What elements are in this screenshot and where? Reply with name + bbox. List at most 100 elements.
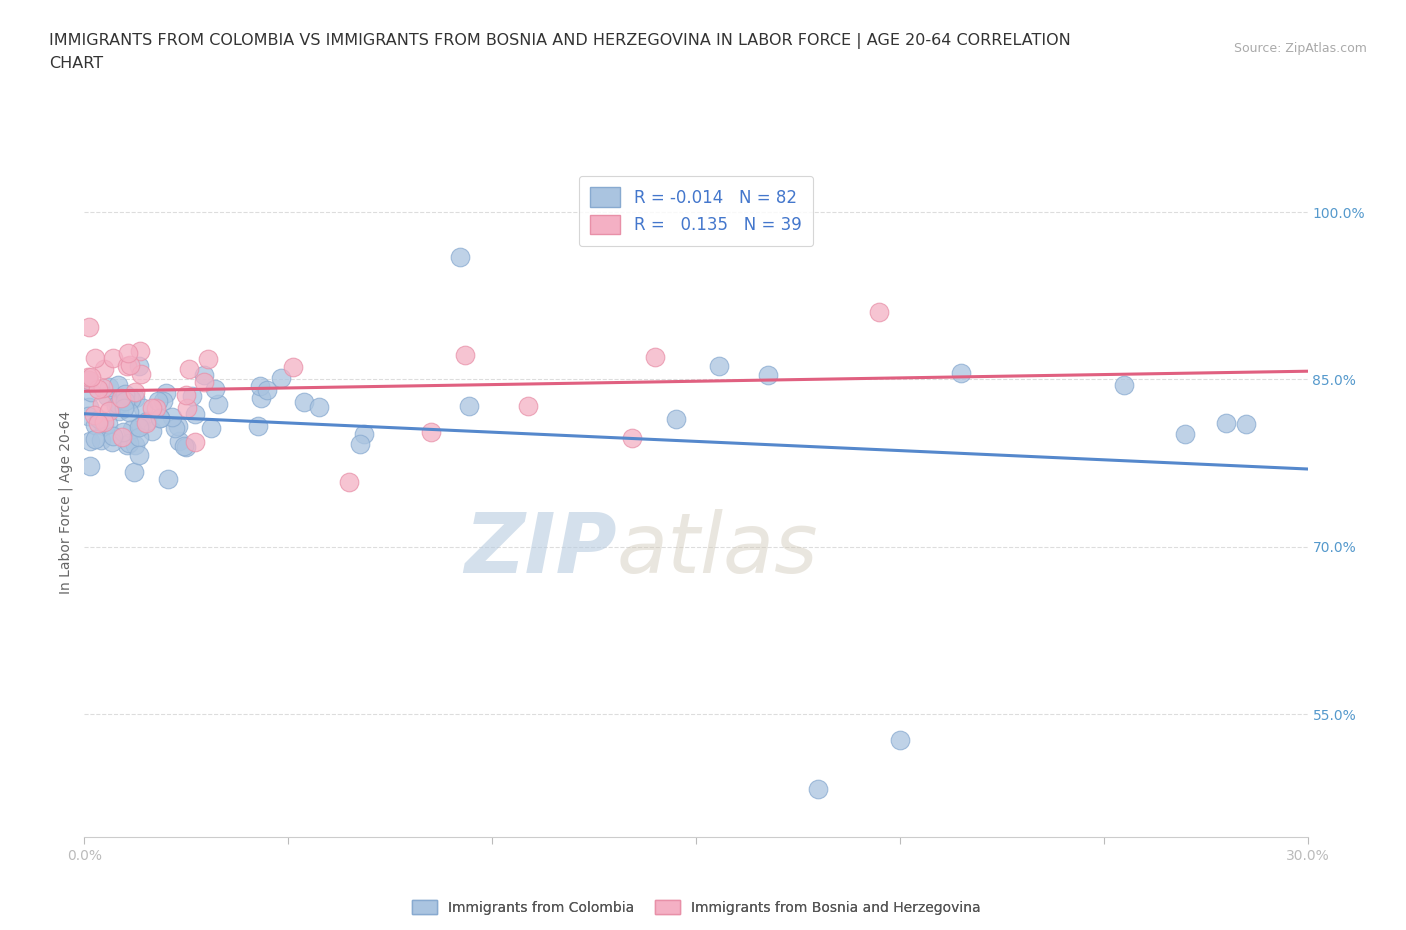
Point — [1174, 427, 1197, 442]
Point — [121, 422, 143, 437]
Point — [517, 398, 540, 413]
Point — [91, 380, 114, 395]
Point — [1234, 417, 1257, 432]
Point — [98, 379, 121, 394]
Point — [117, 390, 139, 405]
Point — [129, 366, 152, 381]
Point — [87, 416, 110, 431]
Point — [1114, 378, 1136, 392]
Point — [112, 425, 135, 440]
Point — [101, 351, 124, 365]
Point — [160, 410, 183, 425]
Point — [124, 390, 146, 405]
Point — [91, 415, 114, 430]
Point — [79, 320, 101, 335]
Point — [112, 400, 135, 415]
Point — [118, 405, 141, 419]
Point — [111, 430, 134, 445]
Point — [122, 464, 145, 479]
Point — [93, 362, 115, 377]
Point — [166, 418, 188, 433]
Point — [180, 389, 202, 404]
Point — [129, 343, 152, 358]
Point — [105, 399, 128, 414]
Point — [101, 429, 124, 444]
Point — [128, 430, 150, 445]
Point — [353, 427, 375, 442]
Point — [135, 415, 157, 430]
Point — [256, 383, 278, 398]
Point — [197, 352, 219, 366]
Point — [177, 362, 200, 377]
Legend: Immigrants from Colombia, Immigrants from Bosnia and Herzegovina: Immigrants from Colombia, Immigrants fro… — [406, 894, 986, 920]
Point — [141, 423, 163, 438]
Point — [339, 474, 360, 489]
Text: CHART: CHART — [49, 56, 103, 71]
Point — [869, 305, 891, 320]
Point — [283, 360, 305, 375]
Point — [270, 370, 292, 385]
Point — [707, 359, 730, 374]
Point — [117, 346, 139, 361]
Point — [193, 368, 215, 383]
Point — [176, 400, 198, 415]
Point — [449, 249, 471, 264]
Point — [108, 397, 131, 412]
Point — [165, 420, 187, 435]
Point — [90, 432, 112, 447]
Point — [184, 406, 207, 421]
Point — [115, 437, 138, 452]
Point — [132, 401, 155, 416]
Point — [193, 375, 215, 390]
Point — [117, 435, 139, 450]
Point — [308, 400, 330, 415]
Point — [173, 439, 195, 454]
Text: Source: ZipAtlas.com: Source: ZipAtlas.com — [1233, 42, 1367, 55]
Point — [950, 365, 973, 380]
Point — [156, 472, 179, 486]
Point — [458, 398, 481, 413]
Point — [115, 359, 138, 374]
Point — [420, 425, 443, 440]
Point — [83, 407, 105, 422]
Point — [644, 350, 666, 365]
Point — [80, 384, 103, 399]
Point — [155, 386, 177, 401]
Point — [454, 348, 477, 363]
Point — [101, 434, 124, 449]
Point — [167, 434, 190, 449]
Point — [96, 389, 118, 404]
Point — [77, 372, 100, 387]
Point — [114, 387, 136, 402]
Point — [97, 404, 120, 418]
Point — [294, 394, 316, 409]
Point — [249, 391, 271, 405]
Point — [124, 385, 146, 400]
Point — [77, 372, 100, 387]
Point — [128, 419, 150, 434]
Point — [93, 418, 115, 433]
Point — [83, 418, 105, 432]
Point — [174, 388, 197, 403]
Point — [148, 393, 170, 408]
Point — [77, 369, 100, 384]
Point — [91, 397, 114, 412]
Point — [349, 436, 371, 451]
Point — [107, 396, 129, 411]
Point — [145, 401, 167, 416]
Point — [200, 420, 222, 435]
Point — [621, 431, 644, 445]
Point — [120, 392, 142, 406]
Text: ZIP: ZIP — [464, 509, 616, 590]
Point — [84, 432, 107, 446]
Point — [128, 358, 150, 373]
Y-axis label: In Labor Force | Age 20-64: In Labor Force | Age 20-64 — [59, 410, 73, 594]
Point — [135, 414, 157, 429]
Point — [107, 378, 129, 392]
Point — [128, 448, 150, 463]
Point — [149, 410, 172, 425]
Point — [807, 781, 830, 796]
Point — [149, 411, 172, 426]
Point — [141, 400, 163, 415]
Text: IMMIGRANTS FROM COLOMBIA VS IMMIGRANTS FROM BOSNIA AND HERZEGOVINA IN LABOR FORC: IMMIGRANTS FROM COLOMBIA VS IMMIGRANTS F… — [49, 33, 1071, 48]
